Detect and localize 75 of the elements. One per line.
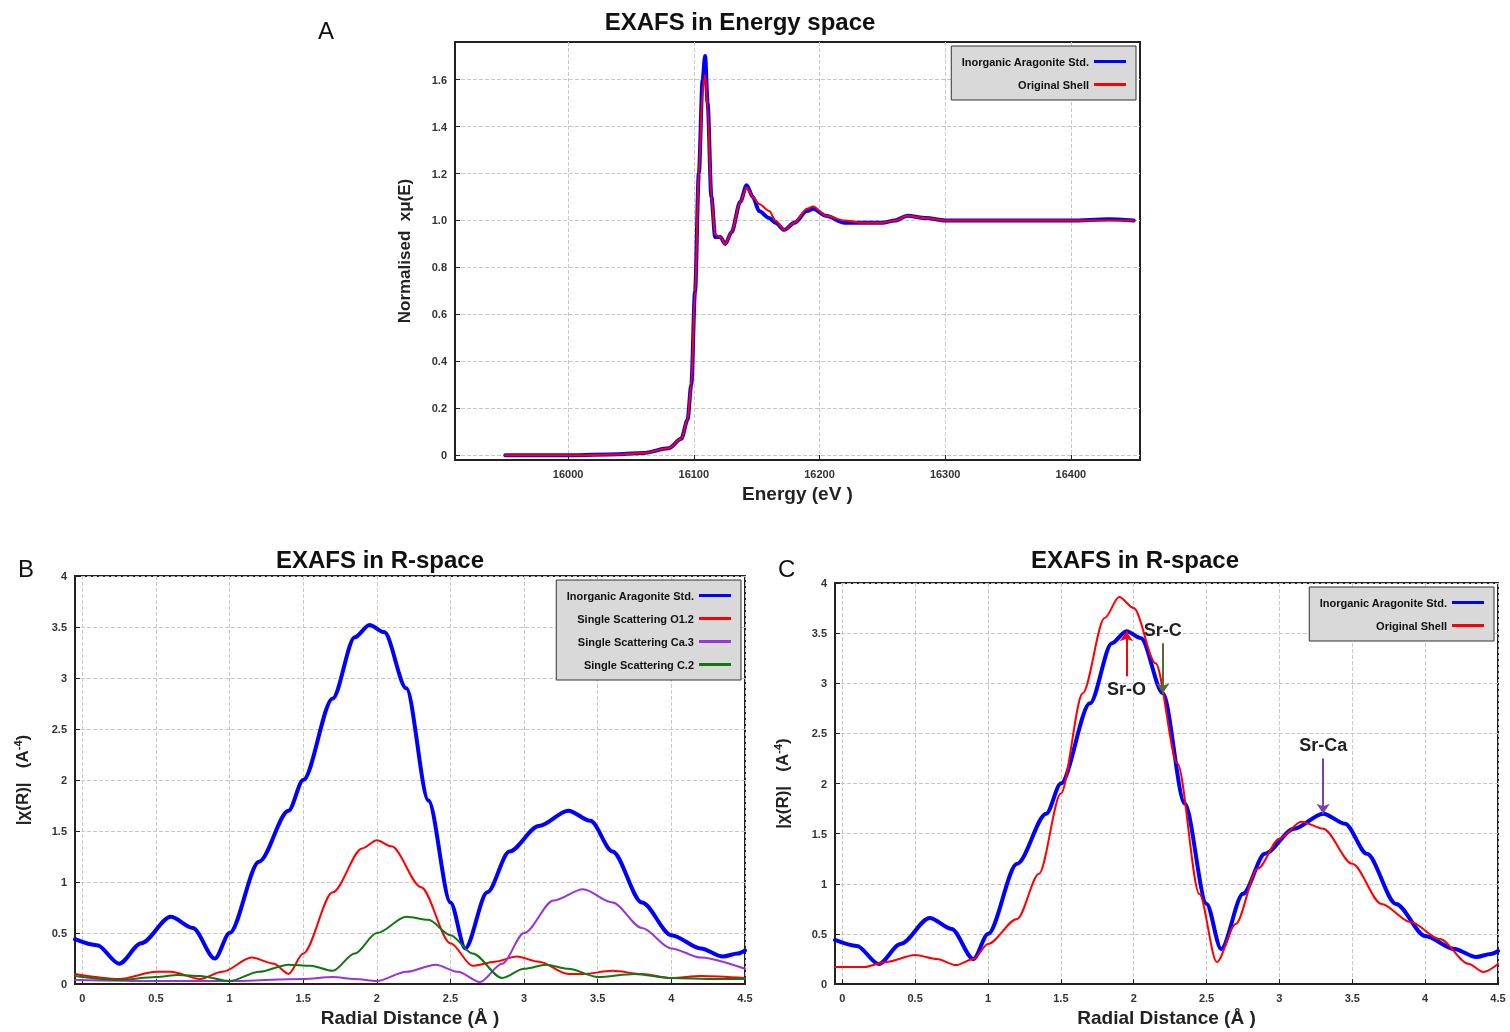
y-tick-label: 0.8 [431, 261, 447, 274]
annotation: Sr-C [1143, 620, 1182, 641]
y-tick-label: 1.4 [431, 120, 448, 133]
y-tick-label: 1.0 [431, 214, 447, 227]
legend-label: Single Scattering Ca.3 [577, 635, 694, 648]
x-tick-label: 4.5 [1490, 991, 1506, 1004]
y-tick-label: 3 [820, 677, 827, 690]
x-tick-label: 2.5 [1198, 991, 1215, 1004]
y-tick-label: 2 [820, 777, 827, 790]
legend-label: Original Shell [1018, 78, 1089, 91]
y-tick-label: 0.6 [431, 308, 447, 321]
legend-label: Inorganic Aragonite Std. [961, 55, 1089, 68]
x-tick-label: 4 [668, 991, 676, 1004]
y-tick-label: 3.5 [811, 627, 827, 640]
x-tick-label: 0 [839, 991, 846, 1004]
y-tick-label: 2.5 [51, 723, 67, 736]
x-tick-label: 16300 [929, 467, 961, 480]
y-tick-label: 2.5 [811, 727, 827, 740]
y-tick-label: 1.5 [811, 827, 827, 840]
text: C [778, 554, 796, 582]
y-tick-label: 0 [60, 978, 67, 991]
legend-label: Inorganic Aragonite Std. [566, 589, 694, 602]
y-tick-label: 2 [60, 774, 67, 787]
y-tick-label: 1.2 [431, 167, 447, 180]
y-tick-label: 4 [820, 577, 828, 589]
x-tick-label: 3.5 [1344, 991, 1360, 1004]
legend-label: Original Shell [1376, 619, 1447, 632]
y-tick-label: 3.5 [51, 621, 67, 634]
y-tick-label: 3 [60, 672, 67, 685]
y-tick-label: 0 [440, 449, 447, 462]
y-tick-label: 1 [820, 877, 827, 890]
x-tick-label: 4.5 [737, 991, 753, 1004]
x-tick-label: 0.5 [148, 991, 164, 1004]
y-tick-label: 1.5 [51, 825, 67, 838]
x-tick-label: 4 [1422, 991, 1430, 1004]
x-axis-title: Energy (eV ) [742, 482, 853, 504]
x-tick-label: 1.5 [1053, 991, 1069, 1004]
chart-title: EXAFS in R-space [275, 545, 485, 573]
y-tick-label: 0.2 [431, 402, 447, 415]
y-tick-label: 0 [820, 978, 827, 991]
x-tick-label: 3 [1276, 991, 1283, 1004]
y-tick-label: 1.6 [431, 73, 447, 86]
y-tick-label: 4 [60, 570, 68, 582]
y-tick-label: 1 [60, 876, 67, 889]
x-tick-label: 2 [373, 991, 380, 1004]
y-tick-label: 0.5 [811, 927, 827, 940]
x-tick-label: 3.5 [590, 991, 606, 1004]
x-tick-label: 2.5 [442, 991, 459, 1004]
x-tick-label: 16000 [552, 467, 584, 480]
x-tick-label: 16400 [1055, 467, 1087, 480]
y-axis-title: |χ(R)| (A-4) [11, 734, 32, 826]
x-tick-label: 0 [79, 991, 86, 1004]
legend-label: Inorganic Aragonite Std. [1319, 596, 1447, 609]
x-tick-label: 1 [226, 991, 233, 1004]
x-tick-label: 1.5 [295, 991, 311, 1004]
text: A [318, 16, 335, 44]
x-tick-label: 3 [521, 991, 528, 1004]
x-tick-label: 2 [1130, 991, 1137, 1004]
legend-label: Single Scattering C.2 [583, 658, 694, 671]
x-axis-title: Radial Distance (Å ) [320, 1007, 500, 1028]
x-tick-label: 16100 [678, 467, 710, 480]
y-tick-label: 0.5 [51, 927, 67, 940]
annotation: Sr-Ca [1299, 735, 1349, 756]
y-tick-label: 0.4 [431, 355, 448, 368]
annotation: Sr-O [1106, 679, 1146, 700]
x-tick-label: 16200 [804, 467, 835, 480]
chart-title: EXAFS in R-space [1030, 545, 1240, 573]
chart-title: EXAFS in Energy space [604, 7, 876, 35]
x-axis-title: Radial Distance (Å ) [1077, 1007, 1256, 1028]
legend-label: Single Scattering O1.2 [577, 612, 694, 625]
x-tick-label: 1 [984, 991, 992, 1004]
text: B [18, 554, 35, 582]
y-axis-title: |χ(R)| (A-4) [771, 738, 792, 829]
x-tick-label: 0.5 [907, 991, 923, 1004]
y-axis-title: Normalised xμ(E) [395, 178, 414, 324]
